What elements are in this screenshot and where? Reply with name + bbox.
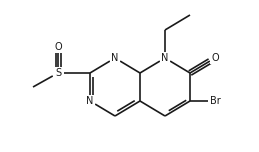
Text: S: S — [55, 68, 61, 78]
Text: O: O — [54, 42, 62, 52]
Text: N: N — [111, 53, 119, 63]
Text: N: N — [161, 53, 169, 63]
Text: Br: Br — [210, 96, 220, 106]
Text: N: N — [86, 96, 94, 106]
Text: O: O — [211, 53, 219, 63]
